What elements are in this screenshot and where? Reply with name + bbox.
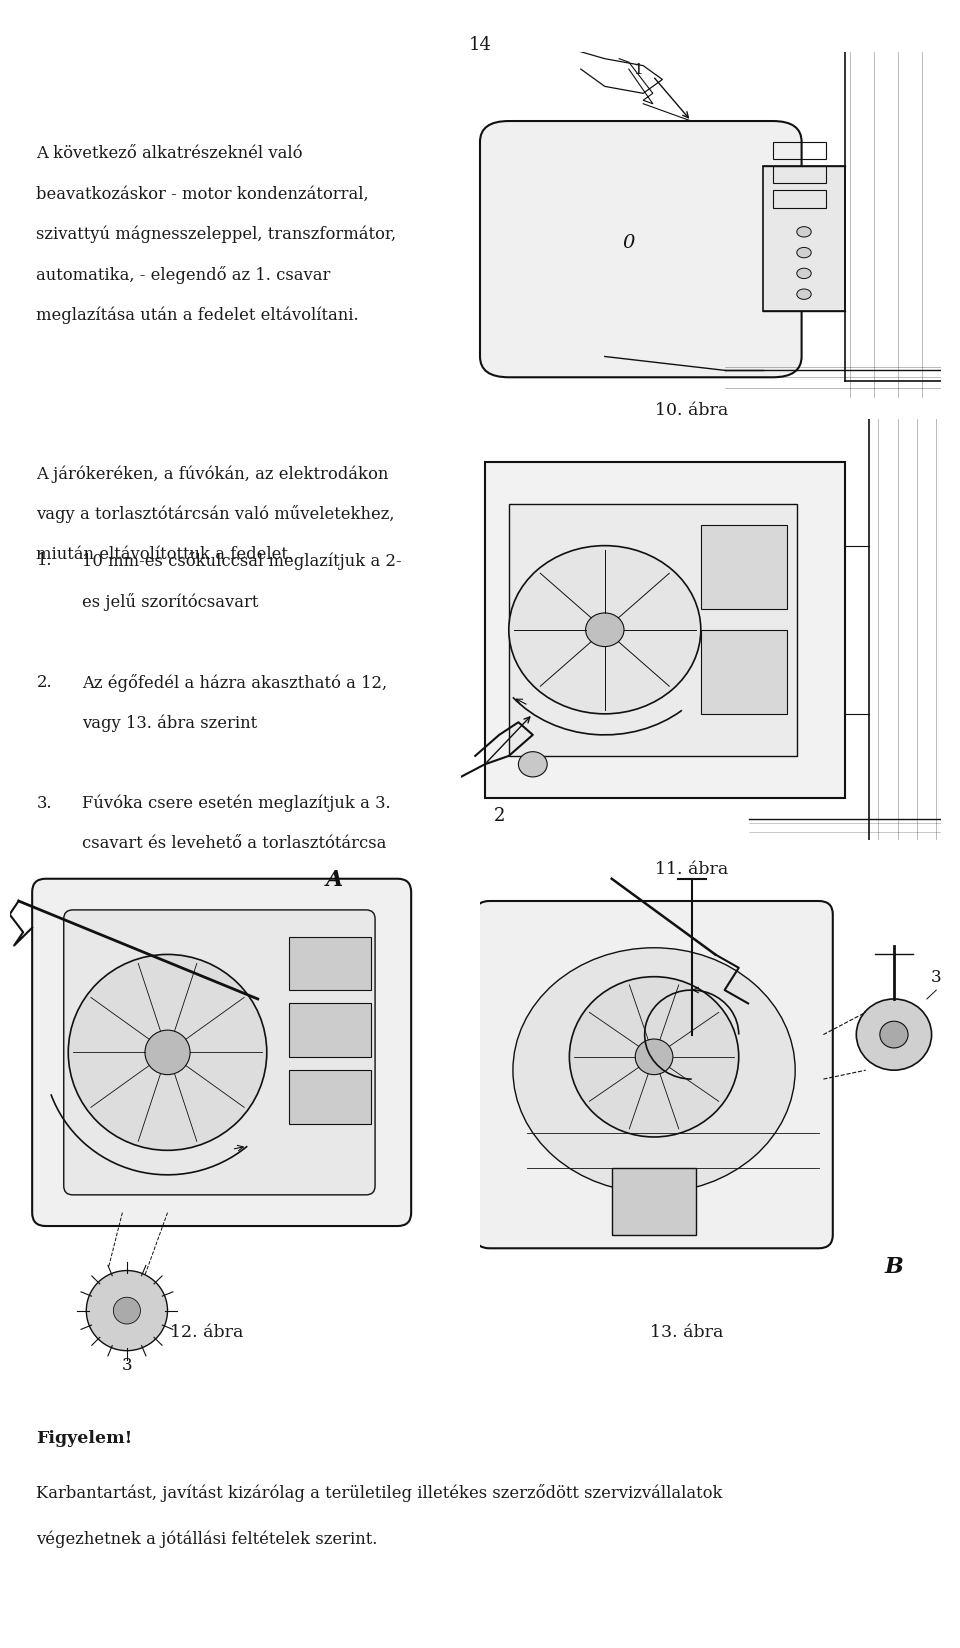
Text: vagy a torlasztótárcsán való műveletekhez,: vagy a torlasztótárcsán való műveletekhe…	[36, 504, 395, 522]
Text: A következő alkatrészeknél való: A következő alkatrészeknél való	[36, 145, 303, 162]
Text: kicsavarható.: kicsavarható.	[82, 995, 193, 1014]
FancyBboxPatch shape	[475, 901, 832, 1249]
Circle shape	[586, 613, 624, 648]
Text: Az égőfedél a házra akasztható a 12,: Az égőfedél a házra akasztható a 12,	[82, 672, 387, 691]
Ellipse shape	[513, 948, 795, 1193]
Text: 3: 3	[931, 969, 942, 986]
Text: Összeszerelés fordított sorrendben: Összeszerelés fordított sorrendben	[82, 1078, 372, 1094]
Text: 0: 0	[623, 234, 635, 252]
Text: fejet, a fúvóka 16 mm-es csőkulccsal: fejet, a fúvóka 16 mm-es csőkulccsal	[82, 956, 386, 974]
Circle shape	[797, 249, 811, 259]
Text: A járókeréken, a fúvókán, az elektrodákon: A járókeréken, a fúvókán, az elektrodáko…	[36, 465, 389, 483]
FancyBboxPatch shape	[480, 122, 802, 377]
Text: 10 mm-es csőkulccsal meglazítjuk a 2-: 10 mm-es csőkulccsal meglazítjuk a 2-	[82, 552, 401, 570]
Text: 12. ábra: 12. ábra	[170, 1323, 243, 1340]
Bar	[289, 938, 371, 990]
Text: 1.: 1.	[36, 552, 52, 569]
Circle shape	[797, 290, 811, 300]
Circle shape	[569, 977, 739, 1137]
Text: Figyelem!: Figyelem!	[36, 1429, 132, 1445]
Text: meglazítása után a fedelet eltávolítani.: meglazítása után a fedelet eltávolítani.	[36, 307, 359, 325]
Circle shape	[518, 751, 547, 778]
Text: 2.: 2.	[36, 672, 52, 691]
Text: beavatkozáskor - motor kondenzátorral,: beavatkozáskor - motor kondenzátorral,	[36, 185, 369, 203]
Bar	[773, 166, 826, 185]
Text: Karbantartást, javítást kizárólag a területileg illetékes szerződött szervizváll: Karbantartást, javítást kizárólag a terü…	[36, 1483, 723, 1501]
Bar	[701, 526, 787, 610]
Text: miután eltávolítottuk a fedelet.: miután eltávolítottuk a fedelet.	[36, 545, 294, 562]
Bar	[289, 1004, 371, 1058]
Text: 4.: 4.	[36, 916, 52, 933]
Circle shape	[68, 954, 267, 1150]
Circle shape	[113, 1297, 140, 1325]
Bar	[612, 1168, 696, 1236]
Text: vagy 13. ábra szerint: vagy 13. ábra szerint	[82, 714, 256, 732]
Text: 5.: 5.	[36, 1078, 52, 1094]
Bar	[289, 1071, 371, 1124]
Text: 14: 14	[468, 36, 492, 54]
Circle shape	[797, 227, 811, 237]
Text: végezhetnek a jótállási feltételek szerint.: végezhetnek a jótállási feltételek szeri…	[36, 1529, 378, 1547]
Text: szivattyú mágnesszeleppel, transzformátor,: szivattyú mágnesszeleppel, transzformáto…	[36, 226, 396, 244]
Text: 3: 3	[122, 1356, 132, 1373]
Bar	[773, 191, 826, 208]
Text: 3.: 3.	[36, 794, 52, 811]
Bar	[509, 504, 797, 756]
Bar	[485, 461, 845, 799]
Circle shape	[86, 1271, 167, 1351]
Text: 11. ábra: 11. ábra	[655, 860, 728, 877]
Bar	[773, 143, 826, 160]
Circle shape	[797, 269, 811, 280]
Text: 17 mm-es villáskulccsal rögzítjük a: 17 mm-es villáskulccsal rögzítjük a	[82, 916, 372, 933]
Bar	[763, 166, 845, 313]
FancyBboxPatch shape	[32, 880, 411, 1226]
Text: 1: 1	[634, 63, 643, 77]
Bar	[701, 630, 787, 715]
Text: 13. ábra: 13. ábra	[650, 1323, 723, 1340]
Text: 10. ábra: 10. ábra	[655, 402, 728, 419]
FancyBboxPatch shape	[63, 910, 375, 1195]
Circle shape	[879, 1022, 908, 1048]
Text: 2: 2	[493, 806, 505, 824]
Text: B: B	[884, 1256, 903, 1277]
Circle shape	[636, 1040, 673, 1074]
Text: es jelű szorítócsavart: es jelű szorítócsavart	[82, 592, 258, 610]
Circle shape	[509, 545, 701, 715]
Text: automatika, - elegendő az 1. csavar: automatika, - elegendő az 1. csavar	[36, 265, 331, 283]
Circle shape	[145, 1030, 190, 1074]
Text: Fúvóka csere esetén meglazítjuk a 3.: Fúvóka csere esetén meglazítjuk a 3.	[82, 794, 390, 812]
Text: csavart és levehető a torlasztótárcsa: csavart és levehető a torlasztótárcsa	[82, 834, 386, 852]
Text: A: A	[325, 868, 343, 890]
Circle shape	[856, 999, 931, 1071]
